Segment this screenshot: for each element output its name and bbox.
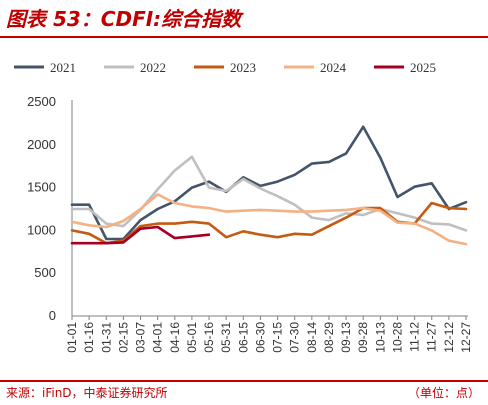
legend-label-2024: 2024 bbox=[320, 60, 347, 75]
x-tick-label: 10-28 bbox=[390, 322, 404, 353]
legend-label-2021: 2021 bbox=[50, 60, 76, 75]
x-tick-label: 01-01 bbox=[65, 322, 79, 353]
y-tick-label: 2000 bbox=[27, 137, 56, 152]
title-underline bbox=[0, 36, 488, 38]
x-tick-label: 06-30 bbox=[253, 322, 267, 353]
x-tick-label: 01-31 bbox=[99, 322, 113, 353]
x-tick-label: 04-16 bbox=[168, 322, 182, 353]
chart-title: 图表 53：CDFI:综合指数 bbox=[6, 7, 242, 31]
x-tick-label: 05-16 bbox=[202, 322, 216, 353]
x-tick-label: 09-13 bbox=[339, 322, 353, 353]
y-tick-label: 1500 bbox=[27, 180, 56, 195]
x-tick-label: 02-15 bbox=[116, 322, 130, 353]
y-tick-label: 1000 bbox=[27, 222, 56, 237]
y-tick-label: 2500 bbox=[27, 94, 56, 109]
legend-label-2022: 2022 bbox=[140, 60, 166, 75]
x-tick-label: 11-27 bbox=[425, 322, 439, 352]
x-tick-label: 06-15 bbox=[236, 322, 250, 353]
x-tick-label: 11-12 bbox=[408, 322, 422, 352]
y-tick-label: 0 bbox=[49, 308, 56, 323]
y-tick-label: 500 bbox=[34, 265, 56, 280]
x-tick-label: 08-14 bbox=[305, 322, 319, 353]
unit-note: （单位：点） bbox=[407, 386, 480, 400]
x-tick-label: 05-31 bbox=[219, 322, 233, 353]
series-line-2021 bbox=[70, 125, 468, 241]
x-tick-label: 08-29 bbox=[322, 322, 336, 353]
x-tick-label: 05-01 bbox=[185, 322, 199, 353]
x-tick-label: 12-27 bbox=[459, 322, 473, 353]
x-tick-label: 07-30 bbox=[288, 322, 302, 353]
x-tick-label: 03-07 bbox=[134, 322, 148, 353]
x-tick-label: 04-01 bbox=[151, 322, 165, 353]
series-line-2022 bbox=[70, 155, 468, 232]
source-divider bbox=[0, 380, 488, 382]
x-tick-label: 09-28 bbox=[356, 322, 370, 353]
source-note: 来源：iFinD，中泰证券研究所 bbox=[6, 386, 168, 400]
series-line-2025 bbox=[70, 225, 211, 245]
x-tick-label: 07-15 bbox=[271, 322, 285, 353]
series-line-2024 bbox=[70, 193, 468, 246]
legend-label-2025: 2025 bbox=[410, 60, 436, 75]
x-tick-label: 10-13 bbox=[373, 322, 387, 353]
x-tick-label: 12-12 bbox=[442, 322, 456, 353]
legend-label-2023: 2023 bbox=[230, 60, 256, 75]
line-chart: 0 500 1000 1500 2000 2500 01-01 01-16 01-31 02-15… bbox=[14, 60, 473, 353]
x-tick-label: 01-16 bbox=[82, 322, 96, 353]
